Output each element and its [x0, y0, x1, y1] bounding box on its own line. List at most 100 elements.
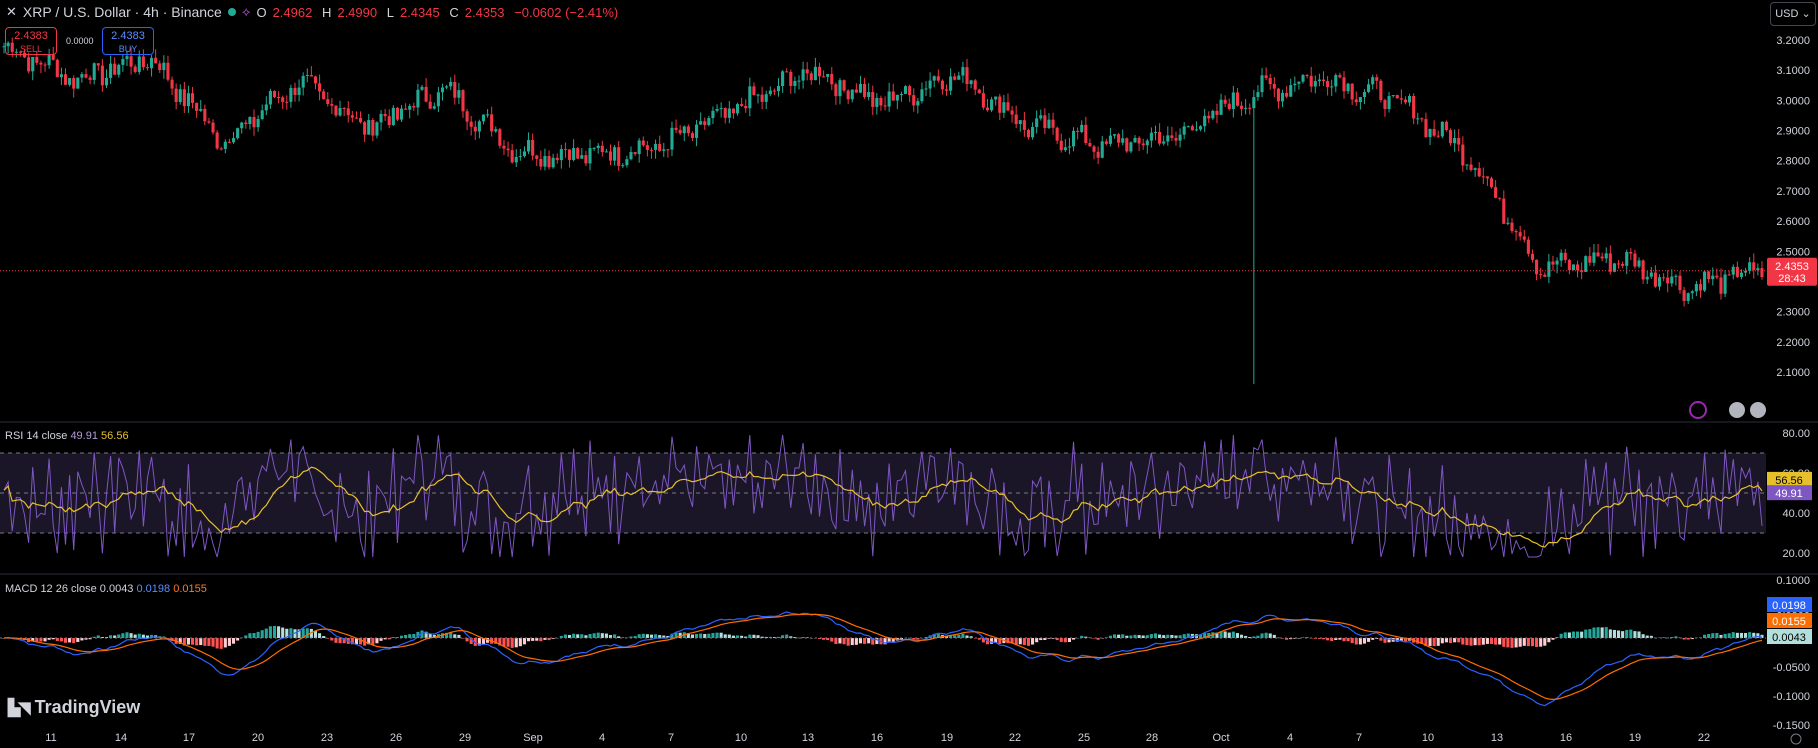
- candle-body: [1572, 264, 1575, 270]
- candle-body: [826, 74, 829, 77]
- symbol-title[interactable]: XRP / U.S. Dollar · 4h · Binance: [23, 4, 222, 20]
- replay-icon[interactable]: ⟡: [242, 4, 251, 20]
- candle-body: [1515, 231, 1518, 232]
- candle-body: [236, 128, 239, 138]
- ohlc-change-value: −0.0602 (−2.41%): [514, 5, 618, 20]
- candle-body: [1297, 82, 1300, 84]
- macd-histogram-bar: [1486, 638, 1489, 644]
- candle-body: [207, 121, 210, 122]
- macd-histogram-bar: [466, 638, 469, 641]
- candle-body: [1637, 260, 1640, 266]
- candle-body: [957, 76, 960, 80]
- time-tick-label: Oct: [1212, 732, 1229, 744]
- candle-body: [539, 159, 542, 167]
- candle-body: [113, 64, 116, 75]
- candle-body: [109, 64, 112, 78]
- price-pane[interactable]: [0, 38, 1766, 418]
- macd-histogram-bar: [216, 638, 219, 648]
- flag-event-icon[interactable]: [1750, 402, 1766, 418]
- candle-body: [1547, 262, 1550, 277]
- macd-histogram-bar: [912, 638, 915, 639]
- candle-body: [470, 122, 473, 127]
- macd-histogram-bar: [1441, 638, 1444, 643]
- time-tick-label: 19: [1629, 732, 1641, 744]
- macd-histogram-bar: [142, 635, 145, 638]
- candle-body: [773, 91, 776, 92]
- macd-histogram-bar: [646, 634, 649, 638]
- candle-body: [687, 126, 690, 133]
- time-tick-label: 10: [1422, 732, 1434, 744]
- macd-histogram-bar: [638, 634, 641, 638]
- candle-body: [216, 132, 219, 148]
- candle-body: [1064, 147, 1067, 150]
- candle-body: [490, 114, 493, 131]
- candle-body: [412, 106, 415, 108]
- candle-body: [1596, 252, 1599, 256]
- candle-body: [285, 102, 288, 103]
- macd-histogram-bar: [1478, 638, 1481, 645]
- candle-body: [588, 148, 591, 163]
- tradingview-logo[interactable]: ▙◥ TradingView: [8, 697, 140, 718]
- candle-body: [1162, 141, 1165, 143]
- candle-body: [1551, 262, 1554, 265]
- rsi-pane[interactable]: [0, 435, 1766, 557]
- macd-histogram-bar: [1351, 638, 1354, 643]
- macd-histogram-bar: [1072, 638, 1075, 640]
- candle-body: [1031, 127, 1034, 137]
- macd-histogram-bar: [203, 638, 206, 646]
- macd-histogram-bar: [1015, 638, 1018, 645]
- candle-body: [1383, 100, 1386, 109]
- candle-body: [396, 108, 399, 120]
- macd-histogram-bar: [1601, 627, 1604, 638]
- time-tick-label: 29: [459, 732, 471, 744]
- candle-body: [1527, 240, 1530, 254]
- candle-body: [314, 76, 317, 83]
- macd-histogram-bar: [1740, 633, 1743, 638]
- candle-body: [1584, 256, 1587, 272]
- buy-button[interactable]: 2.4383 BUY: [102, 27, 154, 55]
- macd-histogram-bar: [1019, 638, 1022, 644]
- candle-body: [48, 55, 51, 66]
- candle-body: [1498, 198, 1501, 199]
- macd-histogram-bar: [1322, 638, 1325, 639]
- candle-body: [154, 58, 157, 64]
- lightning-event-icon[interactable]: [1690, 402, 1706, 418]
- currency-button[interactable]: USD ⌄: [1770, 2, 1816, 26]
- macd-histogram-bar: [1642, 634, 1645, 638]
- macd-histogram-bar: [1121, 634, 1124, 638]
- candle-body: [248, 117, 251, 124]
- candle-body: [1191, 126, 1194, 130]
- candle-body: [691, 133, 694, 138]
- flag-event-icon[interactable]: [1729, 402, 1745, 418]
- candle-body: [916, 101, 919, 105]
- candle-body: [162, 63, 165, 70]
- candle-body: [1662, 277, 1665, 278]
- sell-button[interactable]: 2.4383 SELL: [5, 27, 57, 55]
- macd-histogram-bar: [371, 638, 374, 645]
- candle-body: [945, 89, 948, 90]
- macd-histogram-bar: [572, 634, 575, 638]
- macd-pane[interactable]: [0, 612, 1766, 706]
- candle-body: [400, 109, 403, 120]
- macd-histogram-bar: [961, 634, 964, 638]
- candle-body: [93, 63, 96, 80]
- macd-histogram-bar: [289, 628, 292, 638]
- candle-body: [1760, 268, 1763, 277]
- candle-body: [847, 91, 850, 100]
- close-icon[interactable]: ✕: [6, 4, 17, 20]
- candle-body: [1011, 110, 1014, 114]
- ohlc-high-key: H: [322, 5, 331, 20]
- candle-body: [1220, 100, 1223, 115]
- candle-body: [953, 76, 956, 79]
- candle-body: [703, 121, 706, 125]
- candle-body: [1310, 76, 1313, 87]
- price-tick-label: 2.2000: [1776, 337, 1810, 349]
- candle-body: [617, 147, 620, 166]
- settings-icon[interactable]: [1791, 734, 1801, 744]
- macd-histogram-bar: [1252, 636, 1255, 638]
- candle-body: [707, 118, 710, 125]
- macd-histogram-bar: [597, 633, 600, 638]
- macd-histogram-bar: [1453, 638, 1456, 642]
- candle-body: [1138, 138, 1141, 144]
